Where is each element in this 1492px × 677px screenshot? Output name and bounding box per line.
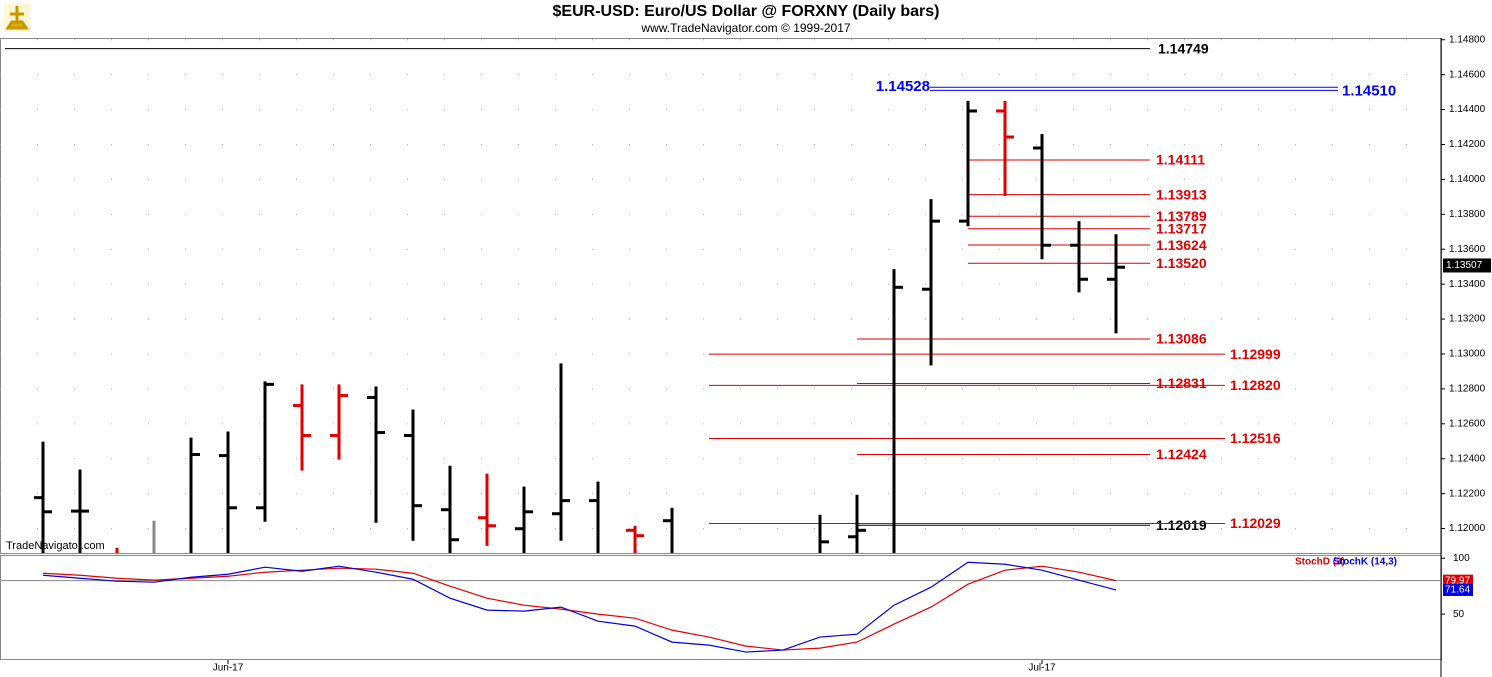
level-label: 1.12820 (1230, 377, 1281, 393)
indicator-value-label: 79.97 (1445, 575, 1470, 586)
level-label: 1.13520 (1156, 255, 1207, 271)
level-label: 1.14528 (876, 78, 930, 95)
level-label: 1.14111 (1156, 152, 1205, 168)
last-price-box (1443, 258, 1491, 273)
line-series (42, 561, 1117, 653)
level-label: 1.13913 (1156, 186, 1207, 202)
y-tick-label: 1.12600 (1449, 418, 1486, 429)
line-series (42, 565, 1117, 651)
indicator-tick-label: 50 (1453, 609, 1465, 620)
x-tick-label: Jun-17 (213, 663, 244, 674)
level-label: 1.12424 (1156, 446, 1207, 462)
y-tick-label: 1.14800 (1449, 34, 1486, 45)
level-label: 1.13086 (1156, 331, 1207, 347)
level-label: 1.14510 (1342, 82, 1396, 99)
y-tick-label: 1.13000 (1449, 349, 1486, 360)
legend-entry: StochK (14,3) (1333, 557, 1397, 568)
indicator-value-label: 71.64 (1445, 585, 1470, 596)
y-tick-label: 1.12800 (1449, 384, 1486, 395)
chart-title: $EUR-USD: Euro/US Dollar @ FORXNY (Daily… (553, 3, 940, 20)
y-tick-label: 1.12400 (1449, 453, 1486, 464)
chart-subtitle: www.TradeNavigator.com © 1999-2017 (640, 21, 850, 35)
level-label: 1.14749 (1158, 40, 1209, 56)
level-label: 1.13717 (1156, 221, 1207, 237)
watermark: TradeNavigator.com (6, 540, 105, 552)
level-label: 1.12516 (1230, 430, 1281, 446)
y-tick-label: 1.13600 (1449, 244, 1486, 255)
indicator-tick-label: 100 (1453, 553, 1470, 564)
level-label: 1.13789 (1156, 208, 1207, 224)
x-tick-label: Jul-17 (1028, 663, 1056, 674)
y-tick-label: 1.12000 (1449, 523, 1486, 534)
logo (4, 4, 30, 32)
level-label: 1.12029 (1230, 515, 1281, 531)
level-label: 1.12999 (1230, 346, 1281, 362)
y-tick-label: 1.14000 (1449, 174, 1486, 185)
legend-entry: StochD (3) (1295, 557, 1345, 568)
indicator-value-box (1443, 574, 1473, 587)
last-price-label: 1.13507 (1446, 260, 1483, 271)
y-tick-label: 1.14600 (1449, 69, 1486, 80)
level-label: 1.12831 (1156, 375, 1207, 391)
y-tick-label: 1.12200 (1449, 488, 1486, 499)
indicator-value-box (1443, 583, 1473, 596)
y-tick-label: 1.14200 (1449, 139, 1486, 150)
level-label: 1.13624 (1156, 237, 1207, 253)
level-label: 1.12019 (1156, 517, 1207, 533)
bars (34, 100, 1125, 553)
y-tick-label: 1.14400 (1449, 104, 1486, 115)
y-tick-label: 1.13400 (1449, 279, 1486, 290)
y-tick-label: 1.13800 (1449, 209, 1486, 220)
y-tick-label: 1.13200 (1449, 314, 1486, 325)
